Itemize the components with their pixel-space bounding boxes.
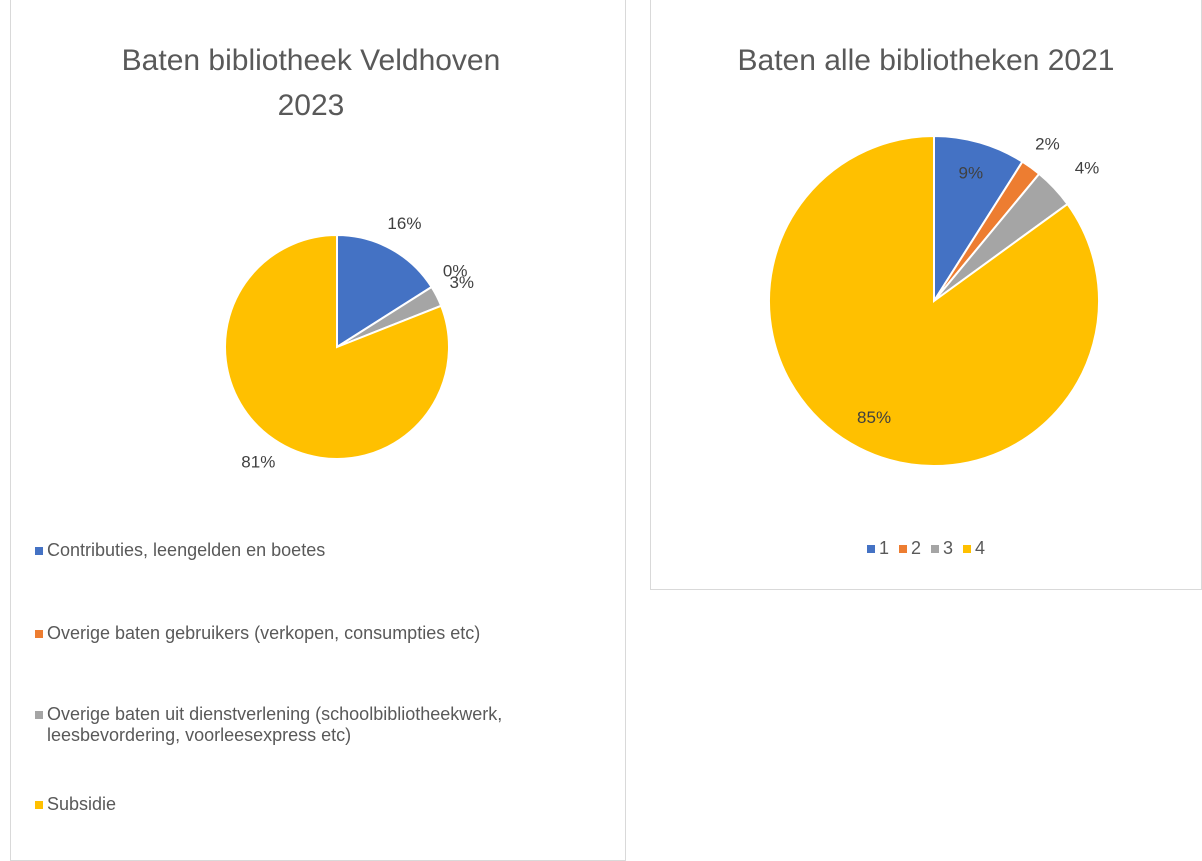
legend-item: 4 <box>963 538 985 559</box>
chart-title: Baten bibliotheek Veldhoven 2023 <box>121 44 501 122</box>
legend-item: Overige baten gebruikers (verkopen, cons… <box>35 623 620 644</box>
legend-item: Subsidie <box>35 794 620 815</box>
data-label: 85% <box>857 408 891 427</box>
data-label: 16% <box>387 214 421 233</box>
pie-area: 16% 0%3% 81% <box>224 214 474 471</box>
legend-label: Overige baten gebruikers (verkopen, cons… <box>47 623 481 643</box>
pie-slice <box>336 233 433 349</box>
legend-item: Contributies, leengelden en boetes <box>35 540 620 561</box>
data-label: 2% <box>1035 134 1060 153</box>
legend-item: Overige baten uit dienstverlening (schoo… <box>35 704 620 746</box>
pie-slice <box>933 134 1024 305</box>
legend-swatch <box>866 545 875 553</box>
legend-item: 1 <box>866 538 889 559</box>
legend-item: 2 <box>898 538 921 559</box>
data-label: 81% <box>241 452 275 471</box>
legend-swatch <box>963 545 972 553</box>
legend-label: 4 <box>975 538 986 558</box>
chart-panel: Baten alle bibliotheken 2021 9% 2% 4% 85% 1… <box>650 0 1202 590</box>
legend-item: 3 <box>931 538 953 559</box>
legend-swatch <box>35 711 43 719</box>
legend-swatch <box>35 801 43 809</box>
legend-swatch <box>35 547 43 555</box>
legend-swatch <box>931 545 939 553</box>
chart-title: Baten alle bibliotheken 2021 <box>737 44 1115 77</box>
legend-label: 3 <box>943 538 954 558</box>
legend-label: Subsidie <box>47 794 117 814</box>
data-label: 0% <box>443 261 468 280</box>
data-label: 4% <box>1075 158 1100 177</box>
chart-panel: Baten bibliotheek Veldhoven 2023 16% 0% 3%… <box>10 0 626 861</box>
pie-area: 9% 2% 4% 85% <box>768 134 1100 467</box>
legend: 1 2 3 4 <box>651 538 1201 559</box>
legend-label: 1 <box>878 538 889 558</box>
pie-slice <box>224 233 450 460</box>
legend-label: Overige baten uit dienstverlening (schoo… <box>47 704 503 745</box>
data-label: 3% <box>449 273 474 292</box>
legend-swatch <box>898 545 907 553</box>
data-label: 9% <box>959 164 984 183</box>
legend: Contributies, leengelden en boetes Overig… <box>35 540 620 815</box>
legend-swatch <box>35 630 43 638</box>
pie-slice <box>768 134 1100 467</box>
legend-label: 2 <box>910 538 921 558</box>
legend-label: Contributies, leengelden en boetes <box>47 540 326 560</box>
